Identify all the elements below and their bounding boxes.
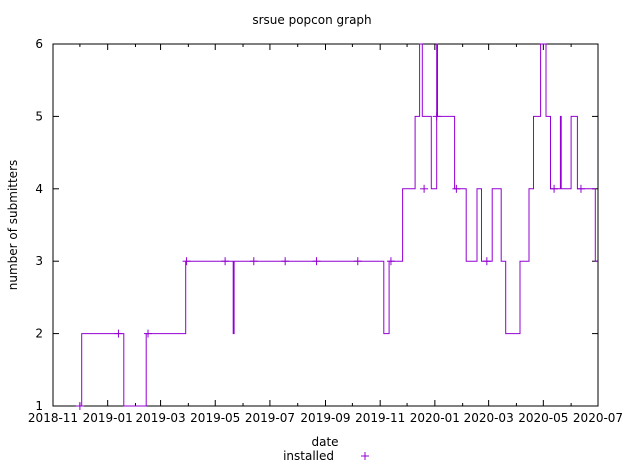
chart-title: srsue popcon graph [252,13,371,27]
data-point [249,257,258,266]
data-point [281,257,290,266]
x-tick-label: 2019-09 [300,411,350,425]
y-tick-label: 1 [35,399,43,413]
x-tick-label: 2020-07 [573,411,623,425]
y-axis-label: number of submitters [6,160,20,291]
y-tick-label: 5 [35,109,43,123]
x-tick-label: 2018-11 [28,411,78,425]
x-tick-label: 2020-03 [464,411,514,425]
legend-plus-icon [361,452,369,460]
data-point [312,257,321,266]
y-tick-label: 4 [35,182,43,196]
x-tick-label: 2020-05 [518,411,568,425]
plot-area: 1 2 3 4 5 6 2018-11 2019-01 2019-03 2019-05 2019-0… [28,37,623,425]
x-axis-label: date [311,435,338,449]
legend: installed [283,449,369,463]
data-point [550,184,559,193]
x-tick-label: 2019-07 [245,411,295,425]
data-point [353,257,362,266]
data-point [386,257,395,266]
series-line-installed [79,43,598,407]
plot-border [52,43,599,407]
data-point [452,184,461,193]
x-tick-label: 2019-03 [135,411,185,425]
y-tick-label: 6 [35,37,43,51]
x-tick-label: 2019-05 [190,411,240,425]
data-point [114,329,123,338]
data-point [482,257,491,266]
x-tick-label: 2019-01 [83,411,133,425]
data-point [221,257,230,266]
y-tick-label: 2 [35,327,43,341]
data-point [432,112,441,121]
legend-marker-installed [361,452,369,460]
x-tick-label: 2020-01 [410,411,460,425]
data-point [420,184,429,193]
data-point [75,402,84,410]
data-point [576,184,585,193]
data-point [144,329,153,338]
x-tick-label: 2019-11 [355,411,405,425]
y-tick-label: 3 [35,254,43,268]
data-point [182,257,191,266]
legend-label-installed: installed [283,449,334,463]
